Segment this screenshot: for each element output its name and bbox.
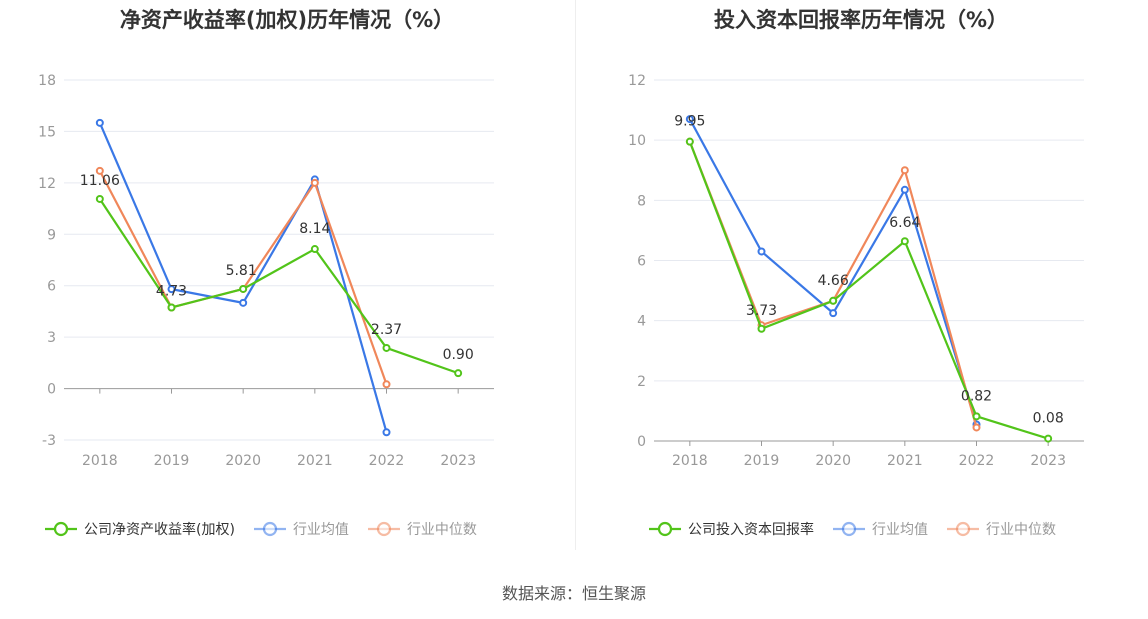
data-point-company[interactable] (95, 194, 104, 203)
data-label: 4.73 (156, 283, 187, 299)
roe-chart-panel: 净资产收益率(加权)历年情况（%） -3 0 3 6 9 12 15 18 2018 2019 20… (0, 0, 574, 560)
data-point-company[interactable] (829, 296, 838, 305)
y-tick-label: 8 (637, 193, 646, 209)
chart-title: 净资产收益率(加权)历年情况（%） (119, 8, 455, 32)
legend-line-marker-icon (833, 521, 865, 537)
legend-item-avg[interactable]: 行业均值 (832, 519, 928, 539)
data-point-median[interactable] (310, 178, 319, 187)
x-tick-label: 2020 (815, 453, 851, 469)
legend-label: 行业均值 (292, 522, 349, 538)
legend-line-marker-icon (649, 521, 681, 537)
roic-line-chart: 0 2 4 6 8 10 12 2018 2019 2020 2021 2022 2023 9.95 3.7… (628, 73, 1084, 469)
legend-label: 行业中位数 (406, 522, 477, 538)
data-point-avg[interactable] (829, 309, 838, 318)
y-tick-label: 12 (628, 73, 646, 89)
data-label: 5.81 (226, 263, 257, 279)
y-tick-label: 10 (628, 133, 646, 149)
legend-item-avg[interactable]: 行业均值 (253, 519, 349, 539)
data-point-avg[interactable] (239, 298, 248, 307)
x-tick-label: 2021 (887, 453, 923, 469)
data-point-company[interactable] (382, 343, 391, 352)
legend-line-marker-icon (367, 521, 400, 537)
data-label: 4.66 (818, 273, 849, 289)
data-label: 8.14 (299, 221, 330, 237)
legend-label: 行业均值 (872, 522, 928, 538)
x-tick-label: 2018 (82, 453, 118, 469)
data-point-company[interactable] (685, 137, 694, 146)
x-tick-label: 2018 (672, 453, 708, 469)
x-tick-label: 2019 (744, 453, 780, 469)
legend-label: 行业中位数 (986, 522, 1056, 538)
legend-line-marker-icon (253, 521, 286, 537)
data-point-company[interactable] (757, 324, 766, 333)
panel-divider (575, 0, 576, 550)
data-source-note: 数据来源：恒生聚源 (501, 584, 646, 603)
data-point-median[interactable] (900, 166, 909, 175)
x-tick-label: 2023 (440, 453, 476, 469)
data-label: 9.95 (674, 114, 705, 130)
data-point-company[interactable] (239, 284, 248, 293)
y-tick-label: 12 (38, 176, 56, 192)
legend-item-company[interactable]: 公司投入资本回报率 (648, 519, 814, 539)
data-label: 0.08 (1033, 411, 1064, 427)
y-tick-label: 2 (637, 374, 646, 390)
data-point-avg[interactable] (757, 247, 766, 256)
x-tick-label: 2021 (297, 453, 333, 469)
roe-line-chart: -3 0 3 6 9 12 15 18 2018 2019 2020 2021 2022 2023 11.0… (38, 73, 494, 469)
data-point-avg[interactable] (167, 285, 176, 294)
y-tick-label: 6 (47, 279, 56, 295)
chart-title: 投入资本回报率历年情况（%） (713, 8, 1009, 32)
series-line-company (98, 198, 459, 375)
data-point-avg[interactable] (685, 115, 694, 124)
data-point-company[interactable] (900, 237, 909, 246)
data-point-median[interactable] (972, 423, 981, 432)
legend-item-company[interactable]: 公司净资产收益率(加权) (44, 519, 235, 539)
x-tick-label: 2022 (959, 453, 995, 469)
legend-line-marker-icon (947, 521, 979, 537)
y-tick-label: 6 (637, 254, 646, 270)
y-tick-label: 4 (637, 314, 646, 330)
x-tick-label: 2020 (225, 453, 261, 469)
data-label: 0.82 (961, 388, 992, 404)
chart-legend: 公司净资产收益率(加权) 行业均值 行业中位数 (44, 517, 495, 541)
data-point-avg[interactable] (900, 185, 909, 194)
data-point-avg[interactable] (95, 118, 104, 127)
data-point-company[interactable] (454, 369, 463, 378)
data-point-company[interactable] (167, 303, 176, 312)
data-point-median[interactable] (95, 166, 104, 175)
legend-line-marker-icon (45, 521, 77, 537)
data-point-company[interactable] (972, 412, 981, 421)
y-tick-label: 0 (47, 382, 56, 398)
x-tick-label: 2019 (154, 453, 190, 469)
chart-legend: 公司投入资本回报率 行业均值 行业中位数 (648, 517, 1074, 541)
x-tick-label: 2023 (1030, 453, 1066, 469)
data-point-company[interactable] (310, 245, 319, 254)
data-label: 11.06 (80, 173, 120, 189)
series-line-company (688, 141, 1049, 440)
data-point-avg[interactable] (382, 428, 391, 437)
x-tick-label: 2022 (369, 453, 405, 469)
y-tick-label: 18 (38, 73, 56, 89)
y-tick-label: 3 (47, 330, 56, 346)
roic-chart-panel: 投入资本回报率历年情况（%） 0 2 4 6 8 10 12 2018 2019 2020 2021… (574, 0, 1148, 560)
data-point-company[interactable] (1044, 434, 1053, 443)
data-label: 6.64 (889, 215, 920, 231)
y-tick-label: -3 (42, 433, 56, 449)
data-label: 2.37 (371, 322, 402, 338)
legend-item-median[interactable]: 行业中位数 (946, 519, 1056, 539)
data-label: 3.73 (746, 303, 777, 319)
y-tick-label: 0 (637, 434, 646, 450)
data-label: 0.90 (443, 347, 474, 363)
y-tick-label: 9 (47, 227, 56, 243)
legend-item-median[interactable]: 行业中位数 (367, 519, 477, 539)
legend-label: 公司投入资本回报率 (688, 522, 814, 538)
legend-label: 公司净资产收益率(加权) (84, 522, 235, 538)
y-tick-label: 15 (38, 124, 56, 140)
data-point-median[interactable] (382, 380, 391, 389)
